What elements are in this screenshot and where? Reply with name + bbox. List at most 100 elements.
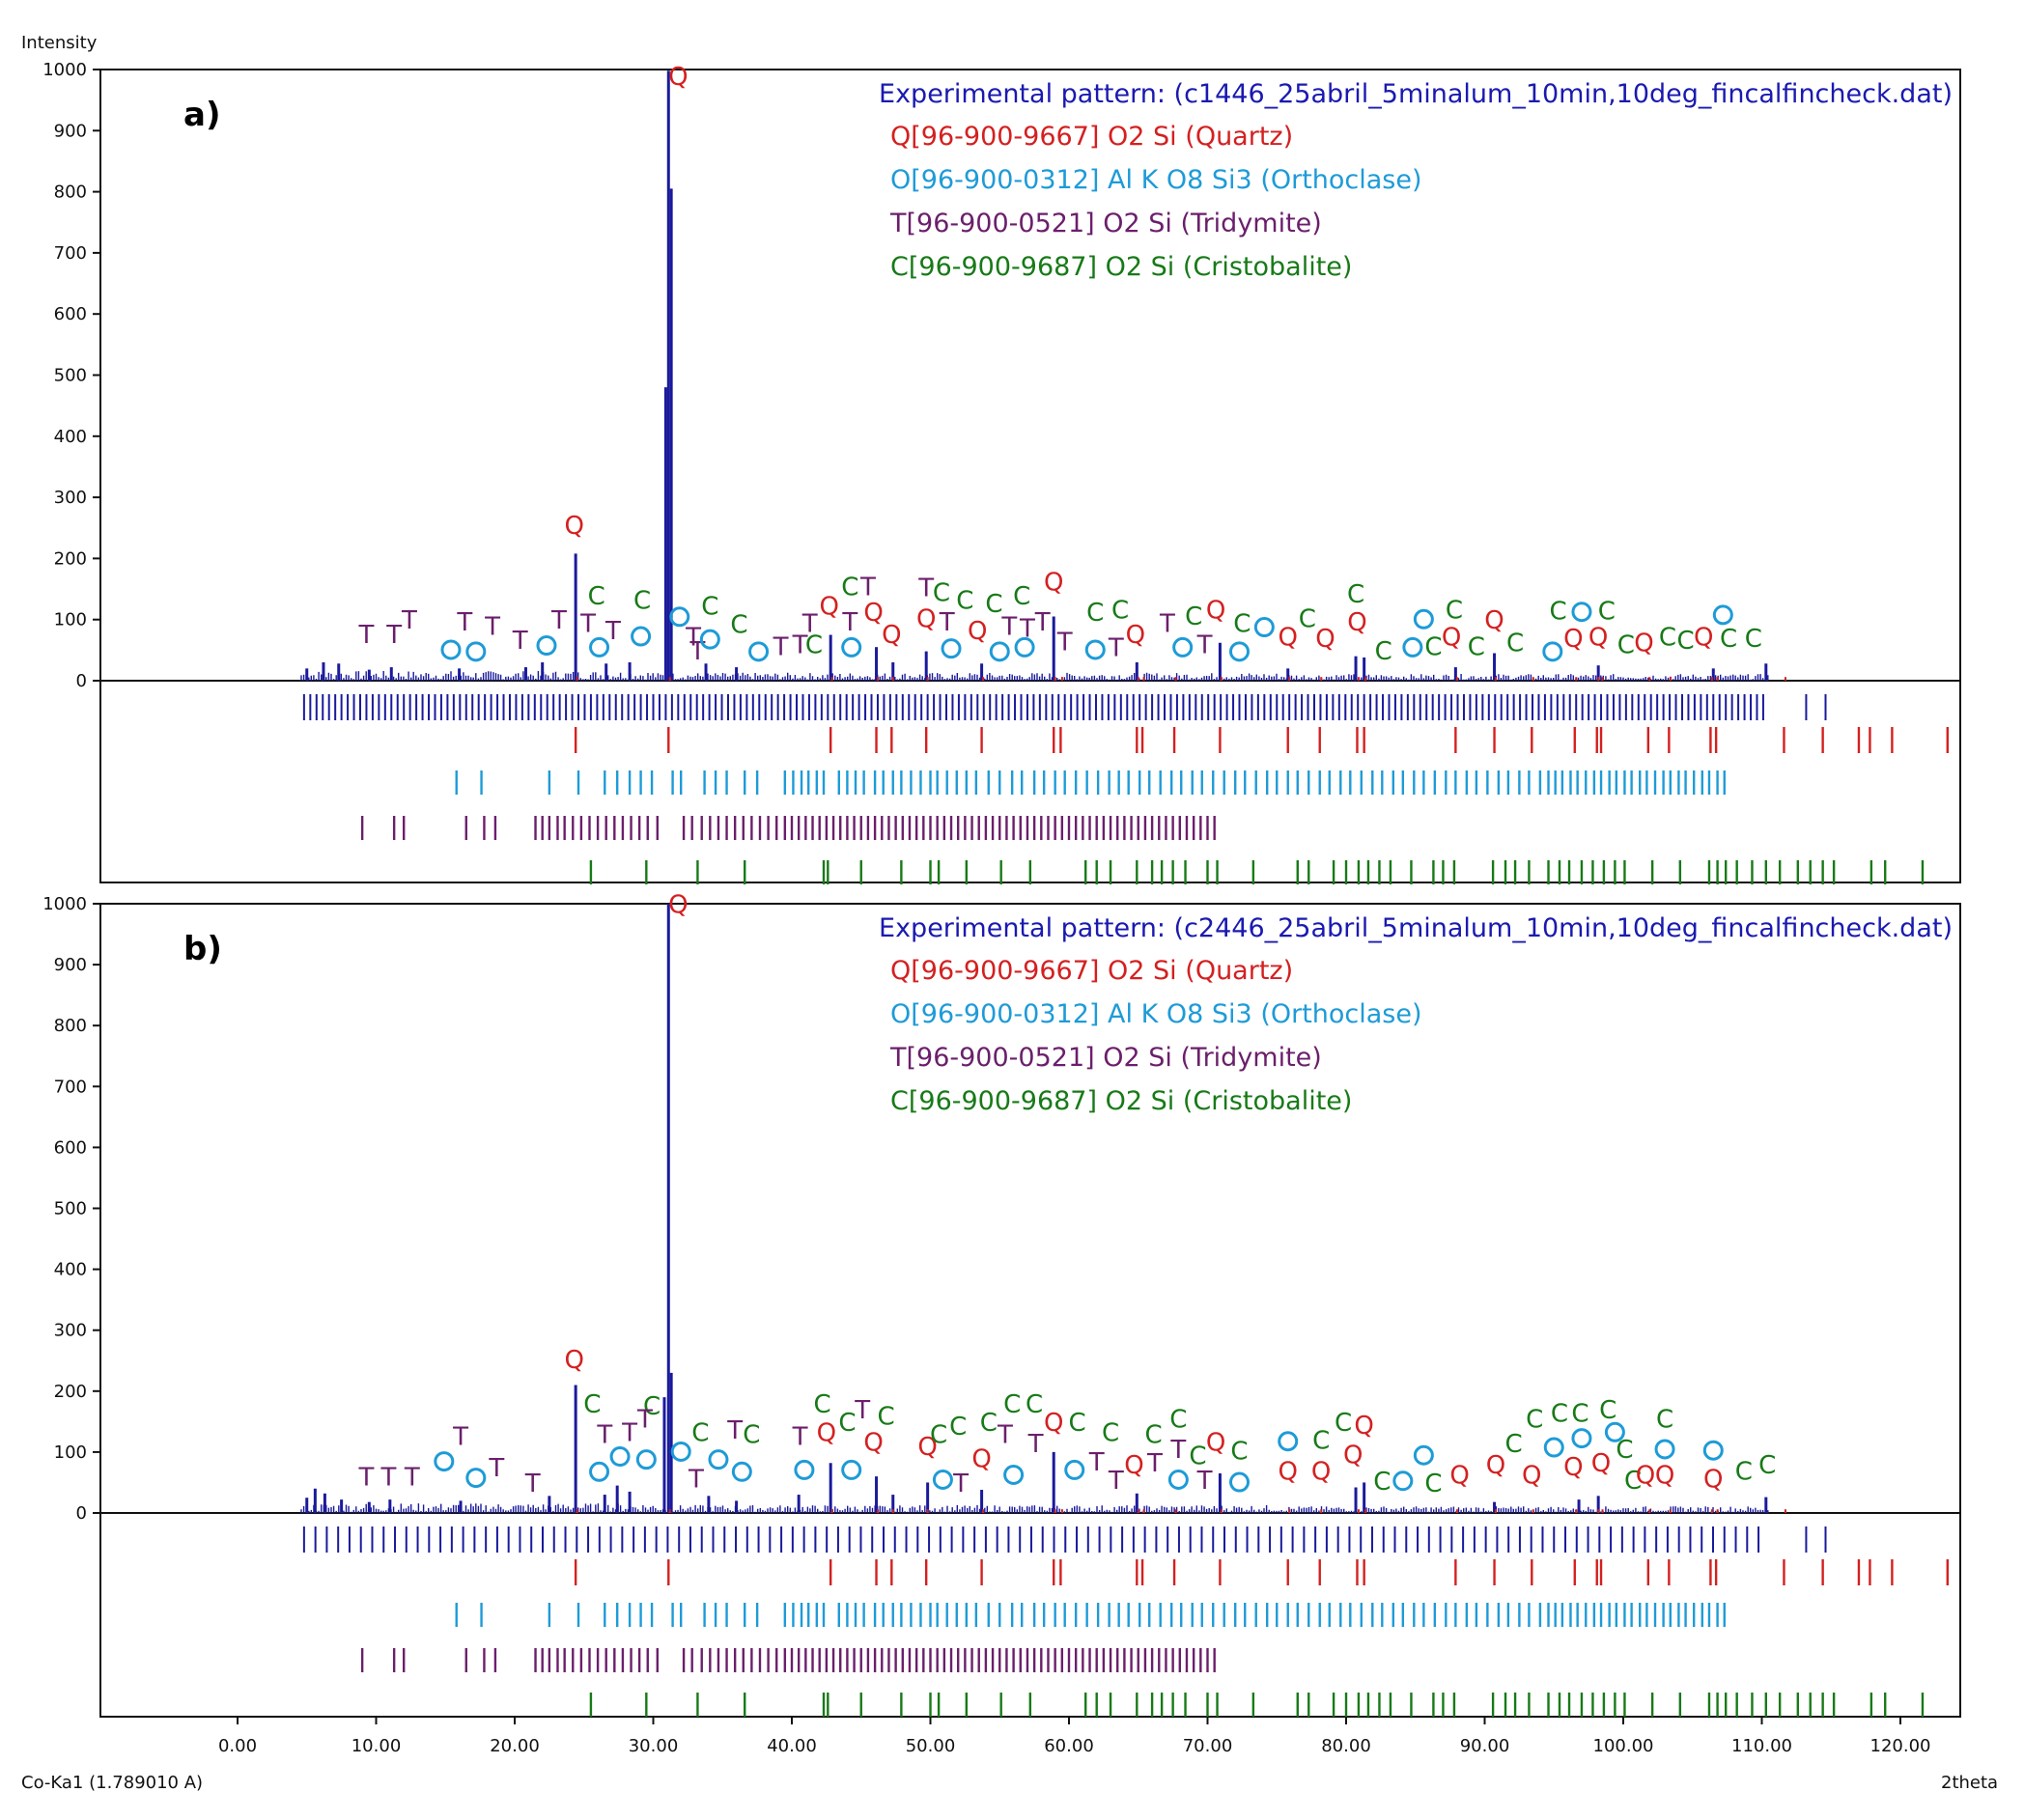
tridymite-peak-marker: T <box>1019 614 1035 643</box>
legend-spacer <box>1099 999 1108 1029</box>
quartz-peak-marker: Q <box>1694 623 1713 652</box>
legend-entry-orthoclase: O[96-900-0312] Al K O8 Si3 (Orthoclase) <box>890 165 1422 195</box>
orthoclase-peak-marker <box>1604 1421 1625 1442</box>
quartz-peak-marker: Q <box>1588 623 1608 652</box>
orthoclase-peak-marker <box>670 1441 691 1462</box>
orthoclase-peak-marker <box>1543 1437 1564 1458</box>
legend-symbol: Q <box>890 956 911 986</box>
cristobalite-peak-marker: C <box>1745 625 1762 654</box>
cristobalite-peak-marker: C <box>583 1390 601 1419</box>
legend-entry-quartz: Q[96-900-9667] O2 Si (Quartz) <box>890 122 1293 152</box>
legend-entry-cristobalite: C[96-900-9687] O2 Si (Cristobalite) <box>890 252 1352 282</box>
orthoclase-peak-marker <box>1571 1428 1592 1449</box>
legend-spacer <box>1174 252 1183 282</box>
cristobalite-peak-marker: C <box>985 590 1002 619</box>
orthoclase-peak-marker <box>1229 641 1251 662</box>
orthoclase-peak-marker <box>932 1469 953 1490</box>
y-tick-label: 1000 <box>42 60 87 80</box>
experimental-noise <box>300 671 1769 681</box>
legend-name: (Tridymite) <box>1181 1043 1322 1073</box>
orthoclase-peak-marker <box>536 635 557 657</box>
cristobalite-peak-marker: C <box>1624 1467 1642 1496</box>
quartz-peak-marker: Q <box>1044 568 1063 597</box>
cristobalite-peak-marker: C <box>730 611 747 640</box>
orthoclase-peak-marker <box>1392 1470 1414 1492</box>
cristobalite-peak-marker: C <box>643 1392 661 1421</box>
tridymite-peak-marker: T <box>358 621 375 650</box>
tridymite-peak-marker: T <box>1159 609 1175 638</box>
tridymite-peak-marker: T <box>939 608 955 637</box>
panel-b: 0 100 200 300 400 500 600 700 800 900 1000 b) Experi… <box>42 890 1961 1718</box>
legend-code: [96-900-9687] <box>909 252 1097 282</box>
legend-spacer <box>1095 209 1104 238</box>
cristobalite-peak-marker: C <box>1446 596 1463 625</box>
orthoclase-peak-marker <box>794 1459 815 1480</box>
cristobalite-peak-marker: C <box>838 1409 856 1438</box>
y-tick-label: 900 <box>54 121 87 141</box>
cristobalite-peak-marker: C <box>1169 1406 1187 1435</box>
x-tick-label: 0.00 <box>218 1736 257 1756</box>
legend-name: (Cristobalite) <box>1183 252 1353 282</box>
orthoclase-peak-marker <box>1413 608 1434 630</box>
cristobalite-peak-marker: C <box>805 631 823 660</box>
quartz-peak-marker: Q <box>1591 1449 1611 1478</box>
cristobalite-peak-marker: C <box>1617 631 1635 660</box>
tridymite-peak-marker: T <box>621 1419 637 1448</box>
tridymite-peak-marker: T <box>1146 1449 1163 1478</box>
cristobalite-peak-marker: C <box>930 1420 947 1449</box>
quartz-peak-marker: Q <box>1278 623 1297 652</box>
tridymite-peak-marker: T <box>1034 608 1051 637</box>
orthoclase-peak-marker <box>1003 1464 1025 1485</box>
tridymite-peak-marker: T <box>685 623 701 652</box>
orthoclase-peak-marker <box>1253 617 1275 638</box>
cristobalite-peak-marker: C <box>1069 1409 1086 1438</box>
legend-spacer <box>1252 999 1261 1029</box>
legend-formula: Al K O8 Si3 <box>1108 999 1252 1029</box>
tridymite-peak-marker: T <box>636 1406 653 1435</box>
panel-label: a) <box>183 96 220 134</box>
cristobalite-peak-marker: C <box>1424 632 1442 661</box>
cristobalite-peak-marker: C <box>1086 599 1104 628</box>
legend-code: [96-900-9667] <box>911 122 1099 152</box>
quartz-peak-marker: Q <box>1354 1412 1373 1441</box>
legend-spacer <box>1252 165 1261 195</box>
orthoclase-peak-marker <box>440 639 462 660</box>
orthoclase-peak-marker <box>1402 636 1423 658</box>
tridymite-peak-marker: T <box>1196 631 1213 660</box>
quartz-peak-marker: Q <box>863 1429 883 1458</box>
tridymite-peak-marker: T <box>773 632 789 661</box>
y-tick-label: 800 <box>54 1016 87 1036</box>
tridymite-peak-marker: T <box>484 613 500 642</box>
x-tick-label: 90.00 <box>1460 1736 1510 1756</box>
quartz-peak-marker: Q <box>1486 1451 1505 1480</box>
quartz-peak-marker: Q <box>1315 625 1335 654</box>
cristobalite-peak-marker: C <box>1189 1442 1206 1471</box>
orthoclase-peak-marker <box>1064 1459 1085 1480</box>
orthoclase-peak-marker <box>589 1461 610 1482</box>
x-tick-label: 100.00 <box>1593 1736 1654 1756</box>
legend-name: (Cristobalite) <box>1183 1086 1353 1116</box>
orthoclase-peak-marker <box>1712 604 1733 626</box>
y-tick-label: 300 <box>54 1321 87 1341</box>
tridymite-peak-marker: T <box>997 1420 1013 1449</box>
y-tick-label: 500 <box>54 1199 87 1219</box>
legend-spacer <box>1099 956 1108 986</box>
orthoclase-peak-marker <box>708 1449 729 1470</box>
quartz-peak-marker: Q <box>1634 630 1653 658</box>
tridymite-peak-marker: T <box>1108 634 1124 663</box>
tridymite-peak-marker: T <box>488 1454 504 1483</box>
y-tick-label: 1000 <box>42 894 87 914</box>
y-tick-label: 200 <box>54 548 87 569</box>
experimental-pattern-label: Experimental pattern: (c2446_25abril_5mi… <box>879 913 1953 943</box>
x-tick-label: 40.00 <box>767 1736 817 1756</box>
orthoclase-peak-marker <box>1278 1431 1299 1452</box>
tridymite-peak-marker: T <box>1000 613 1017 642</box>
tridymite-peak-marker: T <box>1108 1467 1124 1496</box>
cristobalite-peak-marker: C <box>1185 602 1202 631</box>
x-axis-title: 2theta <box>1941 1773 1998 1793</box>
quartz-peak-marker: Q <box>1484 606 1504 635</box>
orthoclase-peak-marker <box>1413 1444 1434 1466</box>
x-tick-label: 60.00 <box>1044 1736 1094 1756</box>
tridymite-peak-marker: T <box>726 1416 743 1445</box>
